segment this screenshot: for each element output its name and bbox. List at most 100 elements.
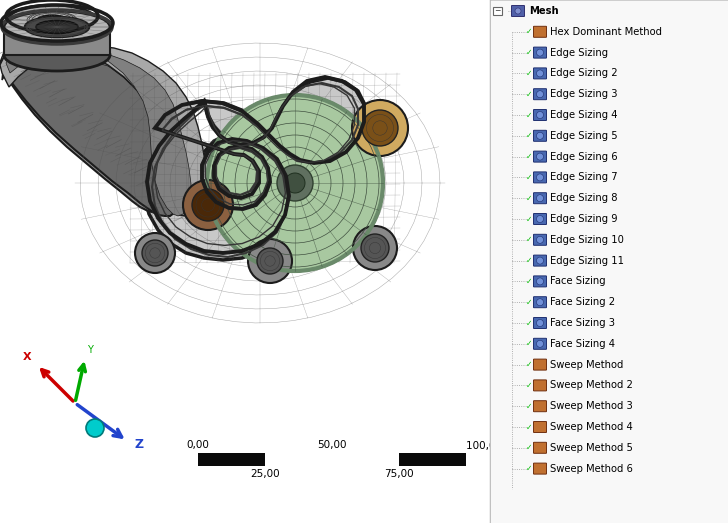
Circle shape	[248, 239, 292, 283]
Text: Edge Sizing 9: Edge Sizing 9	[550, 214, 617, 224]
Text: Mesh: Mesh	[529, 6, 558, 16]
Ellipse shape	[36, 20, 78, 33]
Circle shape	[353, 226, 397, 270]
FancyBboxPatch shape	[534, 276, 547, 287]
Text: Face Sizing 4: Face Sizing 4	[550, 339, 615, 349]
Text: Edge Sizing 7: Edge Sizing 7	[550, 173, 617, 183]
Text: ✓: ✓	[526, 69, 532, 78]
Circle shape	[352, 100, 408, 156]
Text: Hex Dominant Method: Hex Dominant Method	[550, 27, 662, 37]
Text: Edge Sizing 10: Edge Sizing 10	[550, 235, 624, 245]
Text: Sweep Method 6: Sweep Method 6	[550, 463, 633, 474]
Text: Edge Sizing: Edge Sizing	[550, 48, 608, 58]
Text: ✓: ✓	[526, 27, 532, 36]
FancyBboxPatch shape	[534, 338, 547, 349]
Circle shape	[537, 70, 544, 77]
Circle shape	[537, 320, 544, 326]
Circle shape	[192, 189, 224, 221]
FancyBboxPatch shape	[534, 234, 547, 245]
FancyBboxPatch shape	[534, 463, 547, 474]
FancyBboxPatch shape	[534, 89, 547, 100]
FancyBboxPatch shape	[512, 6, 524, 17]
Circle shape	[537, 340, 544, 347]
Circle shape	[537, 195, 544, 202]
Text: Z: Z	[135, 438, 143, 451]
Text: Sweep Method 5: Sweep Method 5	[550, 443, 633, 453]
Text: ✓: ✓	[526, 423, 532, 431]
Circle shape	[537, 174, 544, 181]
Text: Face Sizing: Face Sizing	[550, 276, 606, 287]
Ellipse shape	[4, 11, 110, 43]
FancyBboxPatch shape	[534, 380, 547, 391]
Text: ✓: ✓	[526, 48, 532, 57]
Text: 25,00: 25,00	[250, 469, 280, 479]
Text: Edge Sizing 6: Edge Sizing 6	[550, 152, 617, 162]
Circle shape	[257, 248, 283, 274]
FancyBboxPatch shape	[534, 26, 547, 37]
Circle shape	[537, 236, 544, 243]
Text: Edge Sizing 2: Edge Sizing 2	[550, 69, 617, 78]
Polygon shape	[2, 41, 184, 207]
Text: 100,00 (mm): 100,00 (mm)	[466, 440, 534, 450]
Polygon shape	[2, 39, 190, 213]
Text: ✓: ✓	[526, 277, 532, 286]
Text: Sweep Method 4: Sweep Method 4	[550, 422, 633, 432]
Circle shape	[537, 132, 544, 139]
Polygon shape	[4, 27, 110, 55]
Bar	[198, 453, 466, 466]
Text: 75,00: 75,00	[384, 469, 414, 479]
FancyBboxPatch shape	[534, 255, 547, 266]
Circle shape	[86, 419, 104, 437]
FancyBboxPatch shape	[534, 401, 547, 412]
Polygon shape	[0, 44, 206, 216]
Text: Edge Sizing 8: Edge Sizing 8	[550, 193, 617, 203]
Text: 0,00: 0,00	[186, 440, 210, 450]
FancyBboxPatch shape	[534, 192, 547, 203]
Text: ✓: ✓	[526, 464, 532, 473]
FancyBboxPatch shape	[534, 172, 547, 183]
Circle shape	[362, 110, 398, 146]
Text: ✓: ✓	[526, 194, 532, 203]
Bar	[490, 0, 728, 523]
Text: X: X	[23, 352, 31, 362]
Text: Edge Sizing 5: Edge Sizing 5	[550, 131, 617, 141]
Text: ✓: ✓	[526, 110, 532, 119]
Polygon shape	[8, 20, 96, 43]
Circle shape	[207, 95, 383, 271]
Bar	[0, 0, 490, 523]
Text: ✓: ✓	[526, 360, 532, 369]
Circle shape	[285, 173, 305, 193]
Circle shape	[537, 90, 544, 98]
Text: Face Sizing 3: Face Sizing 3	[550, 318, 615, 328]
Text: ✓: ✓	[526, 298, 532, 306]
Circle shape	[277, 165, 313, 201]
Ellipse shape	[37, 15, 67, 25]
FancyBboxPatch shape	[534, 151, 547, 162]
Text: Sweep Method 3: Sweep Method 3	[550, 401, 633, 411]
FancyBboxPatch shape	[534, 422, 547, 433]
Bar	[493, 7, 502, 15]
FancyBboxPatch shape	[534, 442, 547, 453]
FancyBboxPatch shape	[534, 317, 547, 328]
Text: ✓: ✓	[526, 173, 532, 182]
FancyBboxPatch shape	[534, 68, 547, 79]
Text: ✓: ✓	[526, 339, 532, 348]
Bar	[265, 453, 399, 466]
Circle shape	[135, 233, 175, 273]
Circle shape	[361, 234, 389, 262]
Ellipse shape	[8, 28, 96, 58]
Text: Sweep Method 2: Sweep Method 2	[550, 380, 633, 390]
Circle shape	[537, 299, 544, 306]
Text: ✓: ✓	[526, 381, 532, 390]
FancyBboxPatch shape	[534, 47, 547, 58]
Circle shape	[515, 8, 521, 14]
FancyBboxPatch shape	[534, 130, 547, 141]
Polygon shape	[0, 44, 177, 216]
Text: ✓: ✓	[526, 402, 532, 411]
Circle shape	[537, 278, 544, 285]
Polygon shape	[0, 39, 170, 213]
Text: Edge Sizing 4: Edge Sizing 4	[550, 110, 617, 120]
Text: ✓: ✓	[526, 319, 532, 327]
Text: ✓: ✓	[526, 90, 532, 99]
FancyBboxPatch shape	[534, 213, 547, 224]
